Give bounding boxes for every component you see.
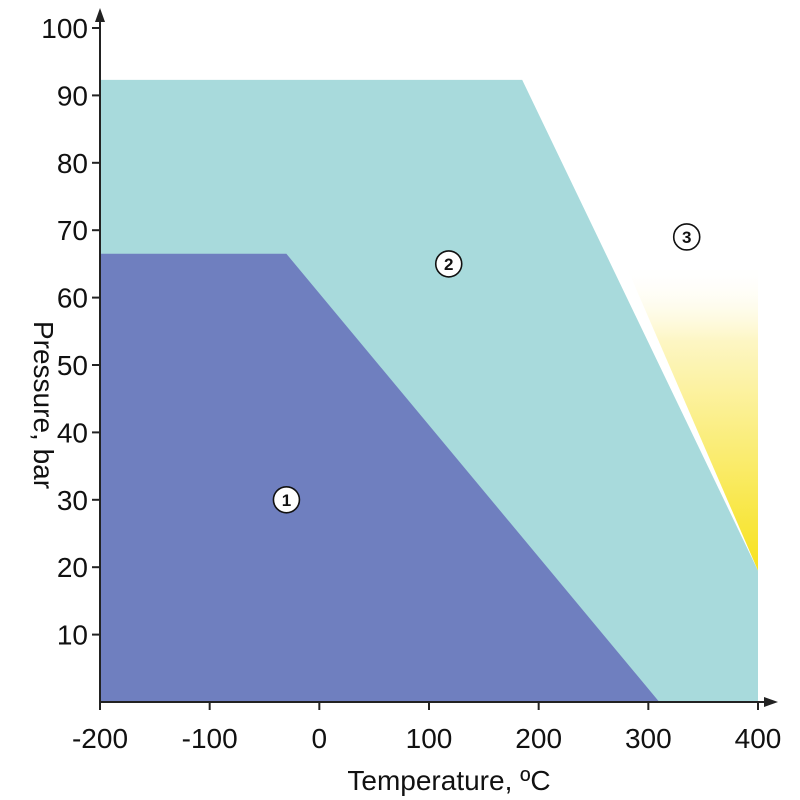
region-3-label-circle bbox=[672, 223, 701, 251]
y-axis-title: Pressure, bar bbox=[28, 321, 59, 489]
y-axis-arrow-icon bbox=[95, 8, 105, 22]
axes-layer: -200 -100 0 100 200 300 400 10 20 30 40 50 60 70 80 90 1… bbox=[28, 8, 781, 796]
y-tick-label: 10 bbox=[57, 620, 88, 651]
y-tick-label: 70 bbox=[57, 215, 88, 246]
region-1-label-circle bbox=[272, 485, 301, 514]
y-tick-label: 40 bbox=[57, 417, 88, 448]
x-tick-label: 200 bbox=[515, 723, 562, 754]
region-2-label-circle bbox=[434, 250, 463, 278]
y-tick-label: 50 bbox=[57, 350, 88, 381]
x-tick-label: -100 bbox=[182, 723, 238, 754]
y-tick-label: 30 bbox=[57, 485, 88, 516]
x-axis-arrow-icon bbox=[764, 697, 778, 707]
region-2-label: 2 bbox=[434, 250, 463, 278]
regions-layer bbox=[100, 79, 758, 703]
region-3-label-text: 3 bbox=[682, 228, 691, 247]
region-labels-layer: 1 2 3 bbox=[272, 223, 701, 514]
x-tick-label: 400 bbox=[735, 723, 782, 754]
region-3-label: 3 bbox=[672, 223, 701, 251]
x-tick-label: 0 bbox=[312, 723, 328, 754]
region-1-label: 1 bbox=[272, 485, 301, 514]
y-tick-label: 60 bbox=[57, 283, 88, 314]
x-tick-label: -200 bbox=[72, 723, 128, 754]
region-2-label-text: 2 bbox=[444, 255, 453, 274]
x-tick-label: 300 bbox=[625, 723, 672, 754]
y-tick-label: 90 bbox=[57, 80, 88, 111]
x-axis-title: Temperature, ºC bbox=[347, 765, 550, 796]
x-tick-label: 100 bbox=[406, 723, 453, 754]
region-3-area bbox=[625, 263, 758, 571]
y-tick-label: 20 bbox=[57, 552, 88, 583]
y-tick-label: 100 bbox=[41, 13, 88, 44]
region-1-area bbox=[100, 253, 660, 703]
region-1-label-text: 1 bbox=[282, 491, 291, 510]
y-tick-label: 80 bbox=[57, 148, 88, 179]
